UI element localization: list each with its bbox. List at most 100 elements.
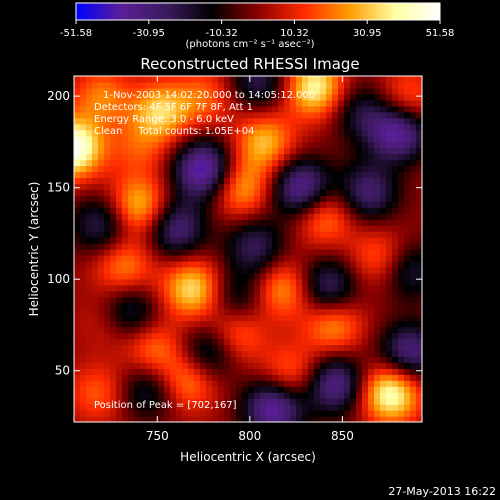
heatmap-cell (86, 296, 93, 304)
heatmap-cell (92, 165, 99, 173)
heatmap-cell (278, 243, 285, 250)
heatmap-cell (134, 147, 141, 155)
heatmap-cell (284, 93, 291, 101)
heatmap-cell (224, 237, 231, 244)
heatmap-cell (266, 302, 273, 310)
heatmap-cell (158, 123, 165, 131)
heatmap-cell (302, 165, 309, 173)
heatmap-cell (410, 308, 417, 316)
heatmap-cell (290, 350, 297, 357)
heatmap-cell (266, 374, 273, 381)
heatmap-cell (284, 129, 291, 137)
heatmap-cell (302, 105, 309, 113)
heatmap-cell (134, 398, 141, 405)
heatmap-cell (128, 392, 135, 399)
heatmap-cell (134, 338, 141, 346)
heatmap-cell (266, 326, 273, 334)
heatmap-cell (248, 272, 255, 280)
heatmap-cell (392, 254, 399, 262)
heatmap-cell (158, 201, 165, 208)
heatmap-cell (230, 93, 237, 101)
heatmap-cell (386, 129, 393, 137)
heatmap-cell (188, 404, 195, 411)
heatmap-cell (248, 320, 255, 328)
heatmap-cell (248, 308, 255, 316)
heatmap-cell (326, 111, 333, 119)
heatmap-cell (134, 135, 141, 143)
heatmap-cell (92, 135, 99, 143)
heatmap-cell (236, 350, 243, 357)
heatmap-cell (350, 308, 357, 316)
heatmap-cell (230, 99, 237, 107)
heatmap-cell (266, 159, 273, 167)
heatmap-cell (230, 171, 237, 179)
plot-frame (73, 75, 423, 423)
heatmap-cell (86, 338, 93, 346)
heatmap-cell (284, 344, 291, 352)
heatmap-cell (332, 195, 339, 202)
heatmap-cell (212, 338, 219, 346)
heatmap-cell (146, 344, 153, 352)
heatmap-cell (368, 147, 375, 155)
heatmap-cell (368, 272, 375, 280)
heatmap-cell (116, 123, 123, 131)
heatmap-cell (362, 195, 369, 202)
heatmap-cell (200, 225, 207, 232)
heatmap-cell (122, 266, 129, 274)
heatmap-cell (410, 314, 417, 322)
heatmap-cell (236, 332, 243, 340)
heatmap-cell (158, 290, 165, 298)
heatmap-cell (158, 195, 165, 202)
heatmap-cell (146, 76, 153, 83)
heatmap-cell (200, 356, 207, 363)
heatmap-cell (284, 225, 291, 232)
heatmap-cell (296, 308, 303, 316)
heatmap-cell (380, 416, 387, 422)
heatmap-cell (362, 111, 369, 119)
heatmap-cell (200, 320, 207, 328)
heatmap-cell (218, 249, 225, 256)
heatmap-cell (182, 404, 189, 411)
heatmap-cell (356, 237, 363, 244)
heatmap-cell (122, 386, 129, 393)
heatmap-cell (416, 272, 422, 280)
heatmap-cell (230, 111, 237, 119)
heatmap-cell (122, 207, 129, 214)
heatmap-cell (302, 416, 309, 422)
heatmap-cell (254, 320, 261, 328)
heatmap-cell (230, 410, 237, 417)
heatmap-cell (344, 284, 351, 292)
heatmap-cell (218, 410, 225, 417)
heatmap-cell (80, 201, 87, 208)
heatmap-cell (170, 302, 177, 310)
heatmap-cell (206, 416, 213, 422)
heatmap-cell (302, 123, 309, 131)
heatmap-cell (392, 207, 399, 214)
heatmap-cell (194, 111, 201, 119)
heatmap-cell (338, 171, 345, 179)
heatmap-cell (416, 296, 422, 304)
heatmap-cell (176, 398, 183, 405)
heatmap-cell (194, 392, 201, 399)
heatmap-cell (416, 129, 422, 137)
heatmap-cell (200, 314, 207, 322)
heatmap-cell (290, 81, 297, 89)
heatmap-cell (194, 76, 201, 83)
heatmap-cell (218, 141, 225, 149)
heatmap-cell (332, 105, 339, 113)
heatmap-cell (368, 284, 375, 292)
heatmap-cell (290, 153, 297, 161)
heatmap-cell (284, 266, 291, 274)
heatmap-cell (188, 398, 195, 405)
heatmap-cell (74, 225, 81, 232)
heatmap-cell (356, 338, 363, 346)
heatmap-cell (224, 278, 231, 286)
heatmap-cell (194, 260, 201, 268)
heatmap-cell (194, 87, 201, 95)
heatmap-cell (164, 177, 171, 184)
heatmap-cell (188, 147, 195, 155)
heatmap-cell (158, 117, 165, 125)
heatmap-cell (272, 386, 279, 393)
heatmap-cell (242, 111, 249, 119)
heatmap-cell (146, 260, 153, 268)
